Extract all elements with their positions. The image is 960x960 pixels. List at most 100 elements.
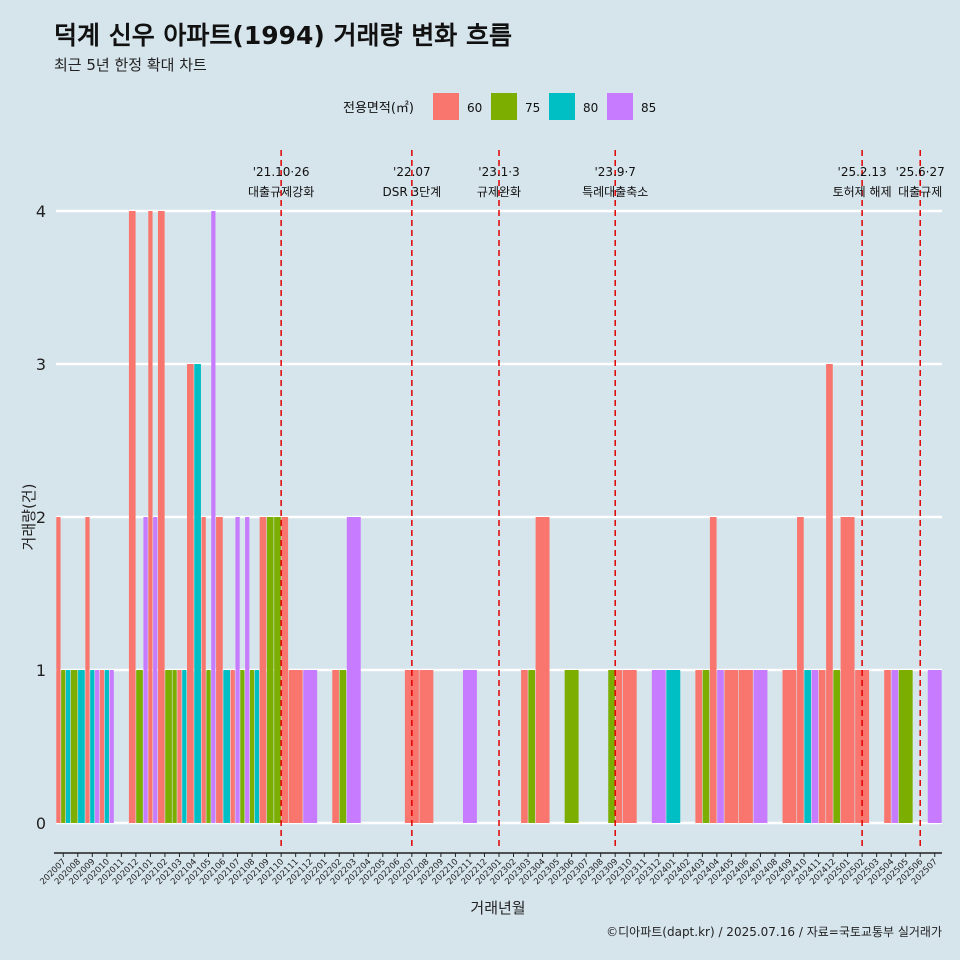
- y-tick-label: 0: [36, 814, 46, 833]
- bar: [128, 211, 136, 823]
- bar: [245, 517, 250, 823]
- bar: [615, 670, 623, 823]
- bar: [187, 364, 194, 823]
- legend-label: 80: [583, 101, 598, 115]
- legend-items: 60 75 80 85: [433, 93, 656, 120]
- bar: [281, 517, 289, 823]
- bar: [738, 670, 753, 823]
- bar: [259, 517, 267, 823]
- event-date-label: '22.07: [393, 165, 431, 179]
- bar: [99, 670, 105, 823]
- bar: [201, 517, 206, 823]
- event-date-label: '25.6·27: [896, 165, 945, 179]
- bar: [724, 670, 739, 823]
- bar: [702, 670, 710, 823]
- bar: [855, 670, 870, 823]
- y-axis: 0 1 2 3 4: [36, 202, 46, 833]
- legend-label: 75: [525, 101, 540, 115]
- bar: [230, 670, 235, 823]
- bar: [346, 517, 361, 823]
- legend-label: 85: [641, 101, 656, 115]
- y-tick-label: 4: [36, 202, 46, 221]
- bar: [666, 670, 681, 823]
- bar: [782, 670, 797, 823]
- legend-swatch: [433, 93, 459, 120]
- bar: [797, 517, 804, 823]
- bar: [274, 517, 281, 823]
- chart-caption: ©디아파트(dapt.kr) / 2025.07.16 / 자료=국토교통부 실…: [606, 925, 942, 939]
- event-label: 규제완화: [477, 185, 521, 199]
- bar: [651, 670, 666, 823]
- bar: [194, 364, 201, 823]
- bar: [78, 670, 85, 823]
- y-tick-label: 2: [36, 508, 46, 527]
- bar: [153, 517, 158, 823]
- bar: [254, 670, 260, 823]
- bar: [898, 670, 913, 823]
- bar: [709, 517, 717, 823]
- bar: [288, 670, 303, 823]
- bar: [419, 670, 434, 823]
- bar: [70, 670, 78, 823]
- bar: [109, 670, 114, 823]
- bar: [90, 670, 95, 823]
- bar: [753, 670, 768, 823]
- bar: [884, 670, 891, 823]
- event-date-label: '21.10·26: [253, 165, 310, 179]
- bar: [404, 670, 419, 823]
- event-label: DSR 3단계: [382, 185, 441, 199]
- bar: [622, 670, 637, 823]
- bar: [528, 670, 536, 823]
- bar: [891, 670, 899, 823]
- bar: [266, 517, 274, 823]
- bar: [811, 670, 819, 823]
- bar: [303, 670, 318, 823]
- chart-subtitle: 최근 5년 한정 확대 차트: [54, 56, 207, 74]
- bar: [165, 670, 172, 823]
- y-tick-label: 1: [36, 661, 46, 680]
- bar: [927, 670, 942, 823]
- chart-title: 덕계 신우 아파트(1994) 거래량 변화 흐름: [54, 21, 512, 50]
- event-date-label: '25.2.13: [838, 165, 887, 179]
- y-tick-label: 3: [36, 355, 46, 374]
- bar: [235, 517, 240, 823]
- bar: [833, 670, 841, 823]
- bar: [211, 211, 216, 823]
- bar: [56, 517, 61, 823]
- bar: [172, 670, 177, 823]
- bar: [136, 670, 143, 823]
- legend: 전용면적(㎡) 60 75 80 85: [343, 93, 656, 120]
- bar: [564, 670, 579, 823]
- bar: [148, 211, 153, 823]
- bar: [818, 670, 826, 823]
- bar: [216, 517, 223, 823]
- event-label: 토허제 해제: [833, 185, 892, 199]
- x-axis-title: 거래년월: [470, 899, 525, 917]
- bar: [804, 670, 811, 823]
- y-axis-title: 거래량(건): [20, 484, 38, 551]
- bar: [521, 670, 528, 823]
- legend-label: 60: [467, 101, 482, 115]
- bar: [61, 670, 66, 823]
- bar: [339, 670, 347, 823]
- event-date-label: '23.1·3: [478, 165, 519, 179]
- bar: [535, 517, 550, 823]
- event-label: 대출규제: [898, 185, 942, 199]
- bar: [104, 670, 109, 823]
- legend-title: 전용면적(㎡): [343, 101, 414, 116]
- bar: [462, 670, 477, 823]
- bar: [95, 670, 100, 823]
- bar: [223, 670, 230, 823]
- bar: [177, 670, 182, 823]
- legend-swatch: [491, 93, 517, 120]
- bar: [840, 517, 855, 823]
- event-date-label: '23.9·7: [594, 165, 635, 179]
- bar: [826, 364, 833, 823]
- bar: [85, 517, 90, 823]
- bar: [332, 670, 339, 823]
- bar: [143, 517, 148, 823]
- bar: [249, 670, 255, 823]
- event-label: 특례대출축소: [582, 185, 648, 199]
- bar: [608, 670, 615, 823]
